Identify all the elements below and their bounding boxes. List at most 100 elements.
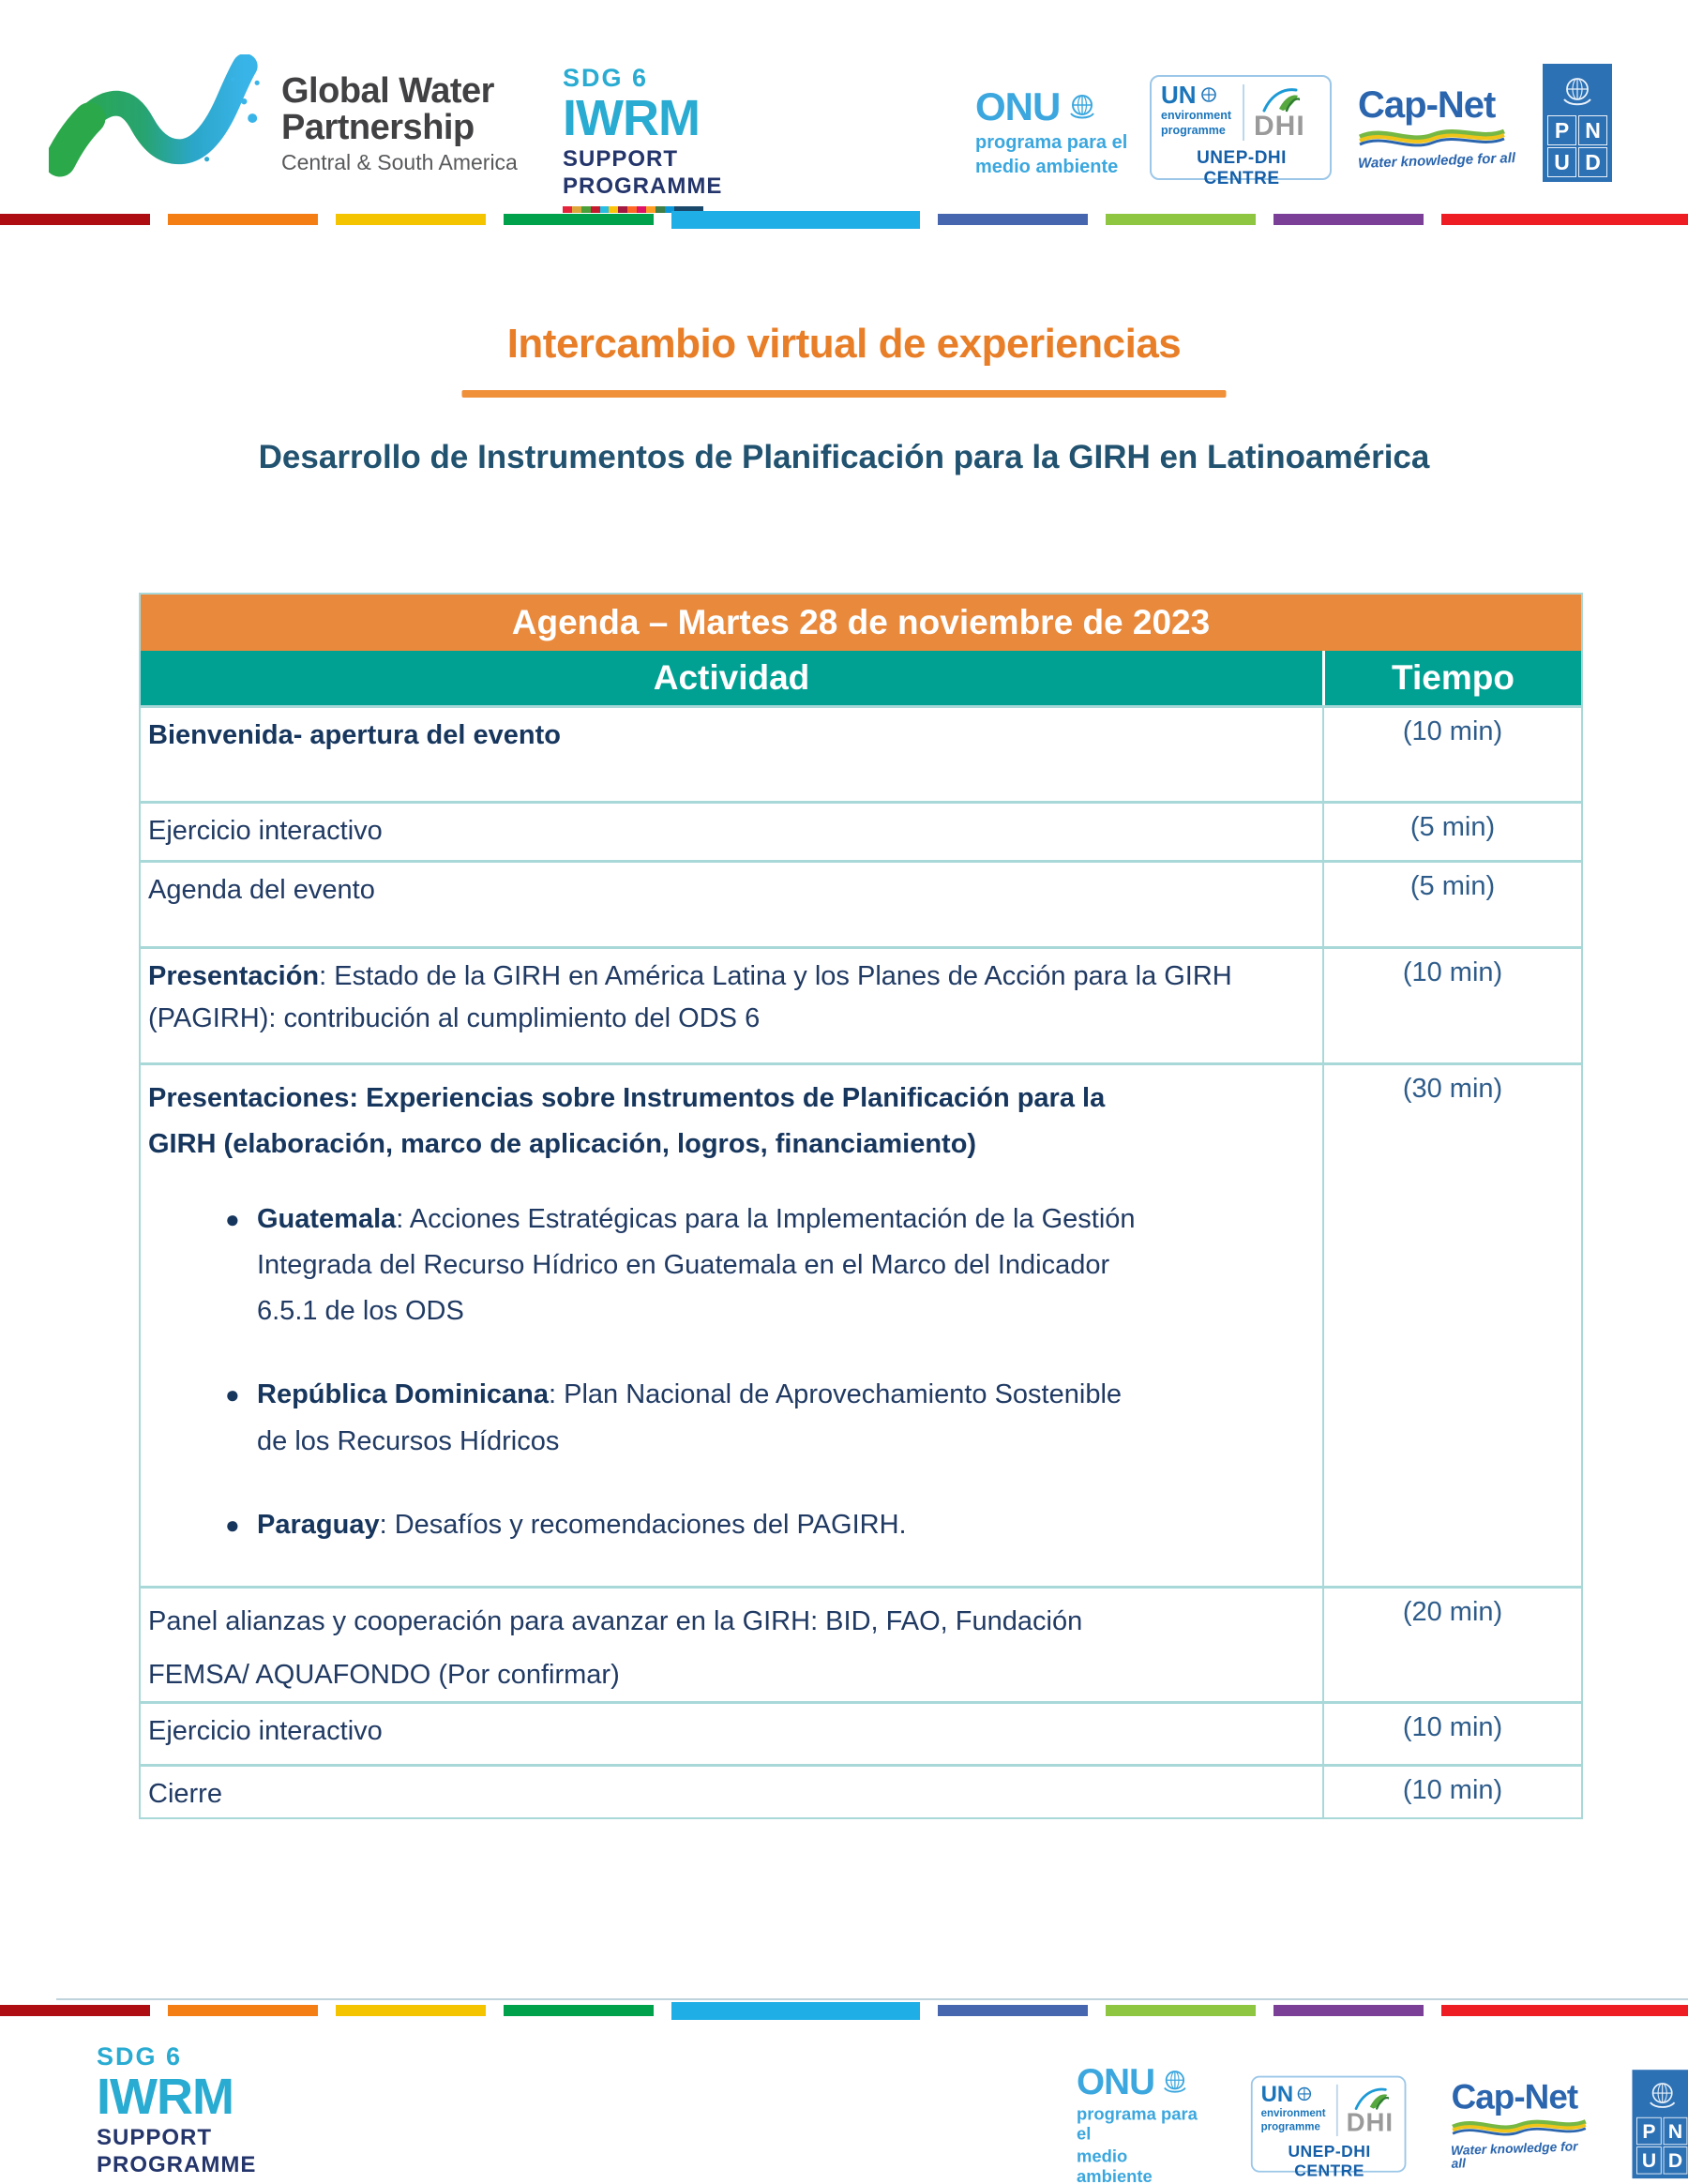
bullet-rest: : Desafíos y recomendaciones del PAGIRH. xyxy=(379,1510,907,1541)
footer-logo-cluster: ONU programa para el medio ambiente xyxy=(1077,2061,1688,2184)
pnud-logo-footer: P N U D xyxy=(1632,2070,1688,2179)
pnud-letter-grid: P N U D xyxy=(1547,115,1607,177)
list-item: ● Guatemala: Acciones Estratégicas para … xyxy=(148,1197,1275,1335)
unep-environment-label: environment xyxy=(1260,2106,1326,2119)
capnet-tagline: Water knowledge for all xyxy=(1451,2139,1579,2172)
dhi-wave-icon xyxy=(1354,2087,1390,2111)
pnud-letter-n: N xyxy=(1663,2116,1688,2146)
agenda-table-title: Agenda – Martes 28 de noviembre de 2023 xyxy=(141,595,1581,651)
capnet-tagline: Water knowledge for all xyxy=(1357,150,1516,172)
time-text: (30 min) xyxy=(1322,1065,1581,1587)
unep-programme-label: programme xyxy=(1161,123,1226,137)
country-bullet-list: ● Guatemala: Acciones Estratégicas para … xyxy=(148,1197,1275,1549)
onu-wordmark: ONU xyxy=(1077,2061,1155,2102)
gwp-swoosh-icon xyxy=(49,54,260,177)
bullet-lead: Paraguay xyxy=(257,1510,380,1541)
agenda-table: Agenda – Martes 28 de noviembre de 2023 … xyxy=(139,593,1583,1820)
time-text: (5 min) xyxy=(1322,804,1581,860)
list-item: ● Paraguay: Desafíos y recomendaciones d… xyxy=(148,1502,1275,1548)
bottom-color-bar xyxy=(0,2001,1688,2020)
gwp-logo: Global Water Partnership Central & South… xyxy=(49,54,518,188)
activity-text: Cierre xyxy=(148,1779,222,1810)
bullet-rest: : Acciones Estratégicas para la Implemen… xyxy=(257,1203,1136,1327)
footer-rule xyxy=(56,1998,1688,2000)
activity-text: Ejercicio interactivo xyxy=(148,1716,383,1747)
bullet-icon: ● xyxy=(225,1204,240,1233)
capnet-logo: Cap-Net Water knowledge for all xyxy=(1357,84,1516,172)
onu-tagline-1: programa para el xyxy=(1077,2105,1198,2145)
capnet-wave-icon xyxy=(1358,128,1505,147)
page-subtitle: Desarrollo de Instrumentos de Planificac… xyxy=(258,439,1430,475)
table-row: Cierre (10 min) xyxy=(141,1764,1581,1818)
gwp-wordmark: Global Water Partnership Central & South… xyxy=(281,73,518,173)
table-row: Ejercicio interactivo (5 min) xyxy=(141,801,1581,860)
header-logo-strip: Global Water Partnership Central & South… xyxy=(0,0,1688,213)
activity-rest: : Estado de la GIRH en América Latina y … xyxy=(148,961,1232,1033)
activity-lead: Presentación xyxy=(148,961,320,991)
time-text: (10 min) xyxy=(1322,708,1581,801)
sdg6-label: SDG 6 xyxy=(97,2042,183,2071)
capnet-wordmark: Cap-Net xyxy=(1358,84,1496,126)
dhi-wordmark: DHI xyxy=(1254,111,1305,142)
table-row: Agenda del evento (5 min) xyxy=(141,860,1581,946)
bullet-icon: ● xyxy=(225,1511,240,1540)
unep-un-label: UN xyxy=(1161,81,1197,109)
unep-emblem-icon xyxy=(1297,2086,1312,2101)
activity-text: Panel alianzas y cooperación para avanza… xyxy=(148,1606,1083,1690)
unep-emblem-icon xyxy=(1200,87,1216,102)
onu-tagline-1: programa para el xyxy=(975,132,1128,154)
unep-environment-label: environment xyxy=(1161,109,1232,122)
unep-programme-label: programme xyxy=(1260,2120,1320,2133)
bullet-lead: República Dominicana xyxy=(257,1379,550,1410)
agenda-column-headers: Actividad Tiempo xyxy=(141,651,1581,705)
time-text: (10 min) xyxy=(1322,1767,1581,1818)
top-color-bar xyxy=(0,210,1688,229)
activity-text: Bienvenida- apertura del evento xyxy=(148,720,561,750)
onu-tagline-2: medio ambiente xyxy=(1077,2147,1153,2184)
onu-wordmark: ONU xyxy=(975,84,1061,128)
pnud-logo: P N U D xyxy=(1543,64,1612,182)
capnet-logo-footer: Cap-Net Water knowledge for all xyxy=(1451,2078,1588,2172)
un-emblem-icon xyxy=(1070,95,1095,119)
unep-dhi-logo: UN environment programme xyxy=(1150,75,1332,188)
sdg6-iwrm-logo: SDG 6 IWRM SUPPORT PROGRAMME xyxy=(563,66,722,213)
un-emblem-icon xyxy=(1164,2071,1187,2093)
unep-divider xyxy=(1335,2084,1338,2137)
support-label: SUPPORT xyxy=(97,2125,213,2150)
presentations-intro: Presentaciones: Experiencias sobre Instr… xyxy=(148,1083,1106,1160)
bullet-icon: ● xyxy=(225,1380,240,1409)
column-header-actividad: Actividad xyxy=(653,658,810,697)
iwrm-label: IWRM xyxy=(97,2069,234,2125)
activity-text: Agenda del evento xyxy=(148,875,375,905)
time-text: (10 min) xyxy=(1322,1704,1581,1765)
bullet-lead: Guatemala xyxy=(257,1203,397,1234)
table-row: Ejercicio interactivo (10 min) xyxy=(141,1701,1581,1765)
pnud-letter-p: P xyxy=(1636,2116,1662,2146)
unep-un-label: UN xyxy=(1260,2081,1294,2107)
support-label: SUPPORT xyxy=(563,146,679,172)
gwp-region: Central & South America xyxy=(281,149,518,174)
pnud-letter-u: U xyxy=(1547,147,1576,177)
pnud-emblem-icon xyxy=(1649,2083,1676,2109)
capnet-wordmark: Cap-Net xyxy=(1451,2078,1579,2117)
sdg-colors-stripe xyxy=(563,206,704,213)
unep-dhi-logo-footer: UN environment programme xyxy=(1250,2075,1407,2180)
pnud-emblem-icon xyxy=(1563,78,1591,106)
title-underline xyxy=(461,390,1227,398)
dhi-wordmark: DHI xyxy=(1346,2108,1394,2138)
iwrm-label: IWRM xyxy=(563,90,701,146)
unep-divider xyxy=(1243,84,1245,141)
unep-dhi-centre-label: UNEP-DHI CENTRE xyxy=(1197,148,1287,188)
bullet-rest: : Plan Nacional de Aprovechamiento Soste… xyxy=(257,1379,1123,1456)
table-row: Presentación: Estado de la GIRH en Améri… xyxy=(141,946,1581,1062)
onu-logo-footer: ONU programa para el medio ambiente xyxy=(1077,2061,1206,2184)
gwp-name-line1: Global Water xyxy=(281,71,494,111)
onu-tagline-2: medio ambiente xyxy=(975,157,1119,178)
pnud-letter-p: P xyxy=(1547,115,1576,145)
table-row: Bienvenida- apertura del evento (10 min) xyxy=(141,705,1581,801)
table-row: Panel alianzas y cooperación para avanza… xyxy=(141,1586,1581,1702)
time-text: (10 min) xyxy=(1322,949,1581,1062)
pnud-letter-u: U xyxy=(1636,2146,1662,2175)
activity-text: Ejercicio interactivo xyxy=(148,816,383,846)
